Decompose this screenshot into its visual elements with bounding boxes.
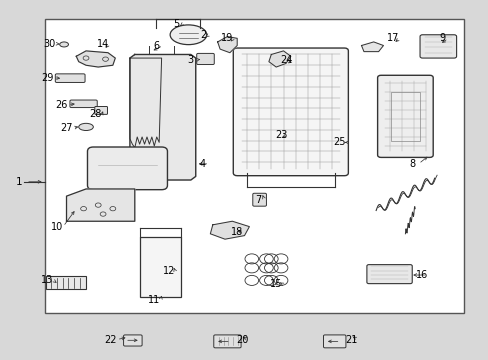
Text: 23: 23 <box>274 130 286 140</box>
Polygon shape <box>361 42 383 51</box>
FancyBboxPatch shape <box>95 107 107 114</box>
Ellipse shape <box>60 42 68 47</box>
FancyBboxPatch shape <box>233 48 347 176</box>
Text: 22: 22 <box>104 334 117 345</box>
FancyBboxPatch shape <box>55 74 85 82</box>
Text: 5: 5 <box>173 19 179 29</box>
Text: 1: 1 <box>16 177 22 187</box>
FancyBboxPatch shape <box>70 100 97 108</box>
Polygon shape <box>130 54 195 180</box>
Text: 2: 2 <box>200 30 206 40</box>
Text: 14: 14 <box>97 39 109 49</box>
Text: 7: 7 <box>255 195 261 205</box>
Text: 10: 10 <box>51 222 63 231</box>
Text: 29: 29 <box>41 73 53 83</box>
Text: 27: 27 <box>60 123 73 133</box>
FancyBboxPatch shape <box>323 335 345 348</box>
Bar <box>44 19 463 313</box>
FancyBboxPatch shape <box>377 75 432 157</box>
Text: 16: 16 <box>415 270 427 280</box>
Text: 11: 11 <box>148 295 160 305</box>
Ellipse shape <box>79 123 93 131</box>
Text: 6: 6 <box>153 41 160 50</box>
Text: 21: 21 <box>345 334 357 345</box>
Polygon shape <box>268 51 290 67</box>
Text: 19: 19 <box>221 33 233 43</box>
Text: 20: 20 <box>235 334 248 345</box>
Polygon shape <box>210 221 249 239</box>
Text: 4: 4 <box>200 159 206 169</box>
Text: 25: 25 <box>333 138 345 147</box>
Text: 3: 3 <box>187 55 194 65</box>
Ellipse shape <box>170 25 206 45</box>
Text: 13: 13 <box>41 275 53 285</box>
FancyBboxPatch shape <box>419 35 456 58</box>
Bar <box>390 92 419 140</box>
Text: 17: 17 <box>386 33 399 43</box>
Text: 18: 18 <box>231 227 243 237</box>
Text: 26: 26 <box>55 100 68 110</box>
Text: 8: 8 <box>409 159 415 169</box>
Text: 28: 28 <box>89 109 102 119</box>
FancyBboxPatch shape <box>252 193 266 206</box>
Polygon shape <box>217 37 237 53</box>
FancyBboxPatch shape <box>213 335 241 348</box>
Text: 12: 12 <box>163 266 175 276</box>
FancyBboxPatch shape <box>87 147 167 190</box>
FancyBboxPatch shape <box>366 265 411 284</box>
Text: 30: 30 <box>43 39 56 49</box>
Text: 15: 15 <box>269 279 282 289</box>
FancyBboxPatch shape <box>123 335 142 346</box>
Polygon shape <box>130 58 161 148</box>
Bar <box>140 237 181 297</box>
Polygon shape <box>76 51 115 67</box>
Text: 9: 9 <box>438 33 444 43</box>
Text: 24: 24 <box>279 55 291 65</box>
Polygon shape <box>66 189 135 221</box>
Bar <box>46 276 86 289</box>
FancyBboxPatch shape <box>196 53 214 64</box>
